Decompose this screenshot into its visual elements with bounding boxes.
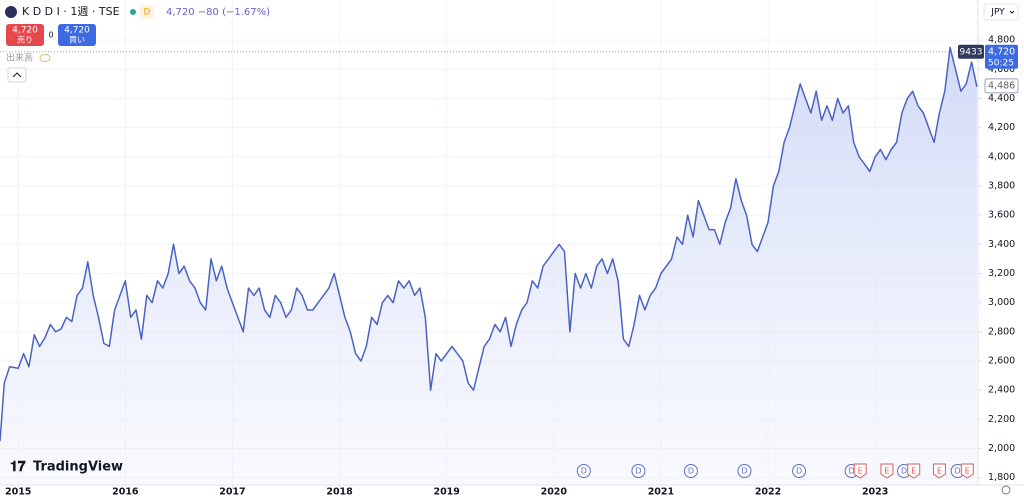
event-label: E — [884, 467, 889, 476]
currency: JPY — [990, 8, 1005, 18]
marker-price-label: 4,486 — [988, 80, 1015, 91]
dividend-marker — [792, 464, 807, 478]
y-tick-label: 2,600 — [988, 356, 1015, 367]
earnings-marker — [853, 463, 867, 479]
axes: 1,800 2,000 2,200 2,400 2,600 2,800 3,000 3,200… — [5, 35, 1019, 498]
symbol-logo — [5, 6, 17, 18]
earnings-marker — [880, 463, 894, 479]
badge: D — [144, 8, 151, 18]
volume-label: 出来高 — [6, 52, 33, 64]
x-tick-label: 2017 — [219, 487, 245, 498]
eye-icon[interactable] — [39, 54, 51, 62]
badge-bg — [140, 5, 154, 19]
x-tick-label: 2023 — [862, 487, 888, 498]
event-label: D — [796, 467, 802, 476]
event-label: D — [635, 467, 641, 476]
ticker-label: 9433 — [960, 47, 983, 57]
price-line — [0, 46, 978, 442]
event-label: E — [965, 467, 970, 476]
earnings-marker — [932, 463, 946, 479]
buy-label: 買い — [69, 36, 85, 45]
last-price-label: 4,720 — [988, 46, 1015, 57]
earnings-marker — [960, 463, 974, 479]
countdown: 50:25 — [988, 58, 1014, 68]
earnings-marker — [907, 463, 921, 479]
dividend-marker — [576, 464, 591, 478]
y-tick-label: 2,800 — [988, 326, 1015, 337]
event-label: E — [911, 467, 916, 476]
y-tick-label: 2,000 — [988, 443, 1015, 454]
sell-label: 売り — [17, 35, 33, 45]
collapse-button[interactable] — [7, 67, 27, 83]
logo-mark: 𝟏𝟕 — [10, 459, 26, 475]
y-tick-label: 4,000 — [988, 151, 1015, 162]
event-label: D — [849, 467, 855, 476]
event-label: D — [955, 467, 961, 476]
y-tick-label: 2,200 — [988, 414, 1015, 425]
currency-caret — [1009, 10, 1015, 14]
y-tick-label: 4,200 — [988, 122, 1015, 133]
sell-button[interactable] — [6, 24, 44, 46]
event-label: D — [741, 467, 747, 476]
symbol: K D D I · 1週 · TSE — [22, 5, 120, 18]
y-tick-label: 2,400 — [988, 385, 1015, 396]
buy-button[interactable] — [58, 24, 96, 46]
event-label: D — [901, 467, 907, 476]
buy-price: 4,720 — [64, 26, 90, 36]
x-tick-label: 2021 — [648, 487, 674, 498]
sell-price: 4,720 — [12, 26, 38, 36]
quote: 4,720 −80 (−1.67%) — [166, 7, 270, 18]
y-tick-label: 3,400 — [988, 239, 1015, 250]
x-tick-label: 2019 — [433, 487, 459, 498]
y-tick-label: 4,800 — [988, 35, 1015, 46]
collapse-icon — [12, 72, 22, 78]
settings-icon[interactable] — [1001, 485, 1011, 495]
y-tick-label: 4,400 — [988, 93, 1015, 104]
x-tick-label: 2020 — [541, 487, 568, 498]
x-tick-label: 2015 — [5, 487, 31, 498]
x-tick-label: 2016 — [112, 487, 139, 498]
dividend-marker — [737, 464, 752, 478]
last-price-box — [985, 44, 1018, 69]
status-dot — [130, 9, 136, 15]
x-tick-label: 2018 — [326, 487, 353, 498]
y-tick-label: 3,800 — [988, 180, 1015, 191]
y-tick-label: 3,200 — [988, 268, 1015, 279]
y-tick-label: 1,800 — [988, 472, 1015, 483]
y-tick-label: 3,000 — [988, 297, 1015, 308]
dividend-marker — [683, 464, 698, 478]
x-tick-label: 2022 — [755, 487, 781, 498]
event-label: E — [858, 467, 863, 476]
event-label: E — [937, 467, 942, 476]
y-tick-label: 3,600 — [988, 210, 1015, 221]
dividend-marker — [631, 464, 646, 478]
event-label: D — [688, 467, 694, 476]
event-label: D — [581, 467, 587, 476]
area-fill — [0, 47, 977, 486]
logo: TradingView — [33, 460, 123, 475]
spread: 0 — [48, 31, 53, 40]
y-tick-label: 4,600 — [988, 64, 1015, 75]
marker-price-box — [984, 78, 1019, 94]
ticker-box — [958, 44, 984, 59]
currency-button[interactable] — [983, 3, 1019, 21]
